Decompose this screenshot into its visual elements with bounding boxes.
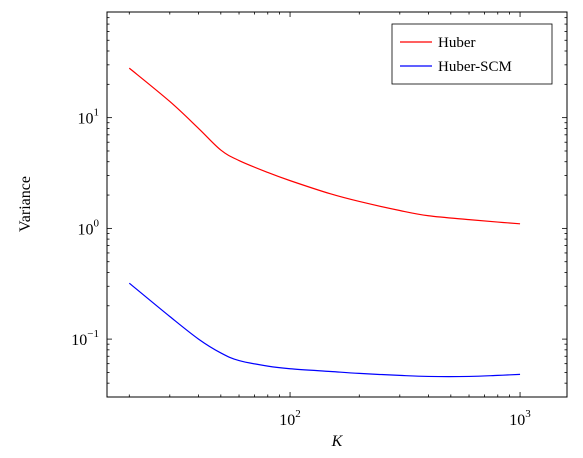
series-line-1 xyxy=(128,67,521,225)
x-tick-label: 102 xyxy=(279,408,301,429)
x-axis-label: K xyxy=(331,433,344,450)
legend-box xyxy=(391,23,553,85)
axis-ticks: 102 103 10−1 100 101 xyxy=(71,11,567,429)
legend-label: Huber xyxy=(438,35,476,51)
series-line-2 xyxy=(128,282,521,378)
y-tick-label: 10−1 xyxy=(71,328,99,349)
y-tick-label: 101 xyxy=(78,107,100,128)
x-tick-label: 103 xyxy=(509,408,531,429)
series-lines xyxy=(128,67,521,378)
legend: Huber Huber-SCM xyxy=(391,23,553,85)
y-axis-label: Variance xyxy=(17,176,34,232)
legend-label: Huber-SCM xyxy=(438,59,512,75)
y-tick-label: 100 xyxy=(78,217,100,238)
